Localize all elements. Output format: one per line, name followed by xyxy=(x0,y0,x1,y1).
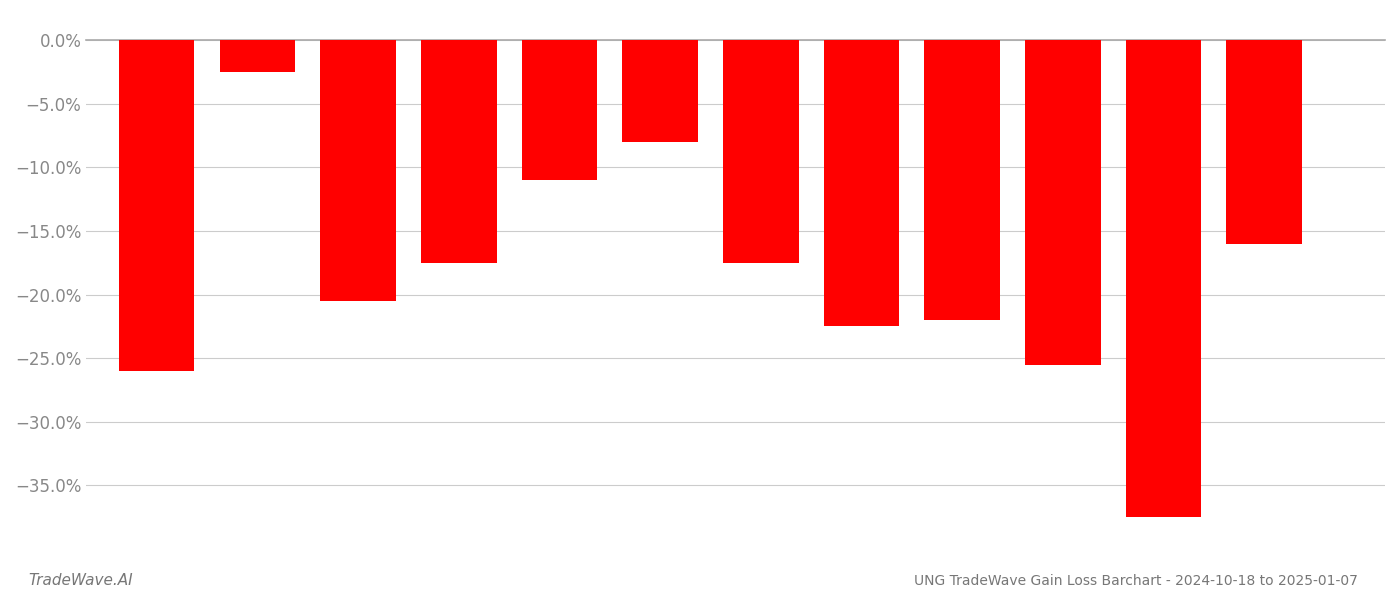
Bar xyxy=(321,40,396,301)
Bar xyxy=(924,40,1000,320)
Text: TradeWave.AI: TradeWave.AI xyxy=(28,573,133,588)
Bar xyxy=(722,40,798,263)
Bar xyxy=(1226,40,1302,244)
Bar xyxy=(119,40,195,371)
Bar xyxy=(220,40,295,72)
Bar xyxy=(823,40,899,326)
Bar xyxy=(1126,40,1201,517)
Text: UNG TradeWave Gain Loss Barchart - 2024-10-18 to 2025-01-07: UNG TradeWave Gain Loss Barchart - 2024-… xyxy=(914,574,1358,588)
Bar xyxy=(623,40,697,142)
Bar xyxy=(522,40,598,180)
Bar xyxy=(1025,40,1100,365)
Bar xyxy=(421,40,497,263)
